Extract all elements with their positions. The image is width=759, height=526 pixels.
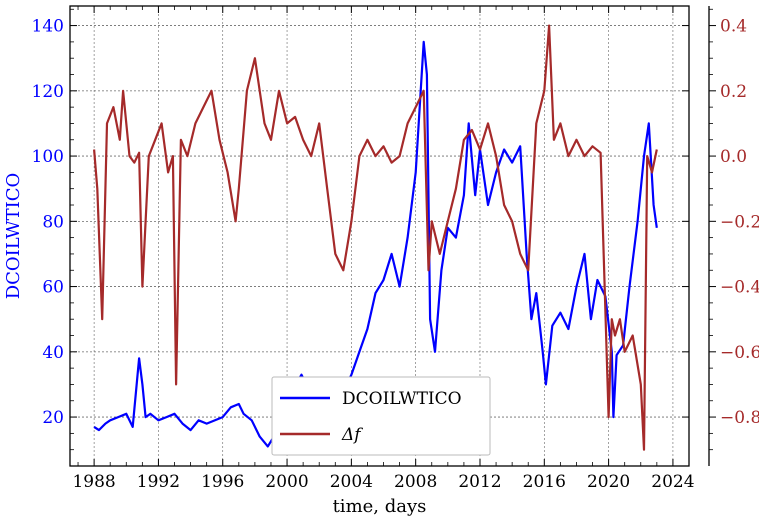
y-tick-label: 120 — [32, 82, 64, 102]
plot-frame — [69, 5, 690, 467]
legend-label-delta-f: Δf — [341, 425, 363, 445]
series-line-delta-f — [93, 24, 658, 451]
y2-tick-label: −0.4 — [720, 278, 759, 298]
ticks-layer: 1988 1992 1996 2000 2004 2008 2012 2016 2020 2024… — [32, 6, 759, 492]
y-tick-label: 100 — [32, 147, 64, 167]
y2-tick-label: −0.2 — [720, 212, 759, 232]
y-tick-label: 60 — [42, 278, 64, 298]
x-tick-label: 2004 — [330, 472, 373, 492]
y-tick-label: 140 — [32, 17, 64, 37]
x-tick-label: 2008 — [394, 472, 437, 492]
series-layer — [93, 24, 658, 451]
y-tick-label: 20 — [42, 408, 64, 428]
y-tick-label: 40 — [42, 343, 64, 363]
x-tick-label: 2016 — [523, 472, 566, 492]
x-tick-label: 1988 — [72, 472, 115, 492]
x-tick-label: 2020 — [587, 472, 630, 492]
y2-tick-label: 0.2 — [720, 82, 747, 102]
x-tick-label: 2012 — [458, 472, 501, 492]
legend-label-dcoilwtico: DCOILWTICO — [342, 389, 462, 409]
y2-tick-label: −0.6 — [720, 343, 759, 363]
y-tick-label: 80 — [42, 212, 64, 232]
x-tick-label: 1996 — [201, 472, 244, 492]
series-line-dcoilwtico — [93, 40, 658, 448]
y2-tick-label: 0.0 — [720, 147, 747, 167]
x-tick-label: 1992 — [137, 472, 180, 492]
legend: DCOILWTICO Δf — [271, 376, 491, 456]
y2-tick-label: 0.4 — [720, 17, 747, 37]
x-tick-label: 2000 — [265, 472, 308, 492]
x-tick-label: 2024 — [651, 472, 694, 492]
legend-box — [271, 376, 491, 456]
y-axis-title: DCOILWTICO — [3, 173, 24, 300]
x-axis-title: time, days — [333, 496, 427, 517]
y2-tick-label: −0.8 — [720, 408, 759, 428]
